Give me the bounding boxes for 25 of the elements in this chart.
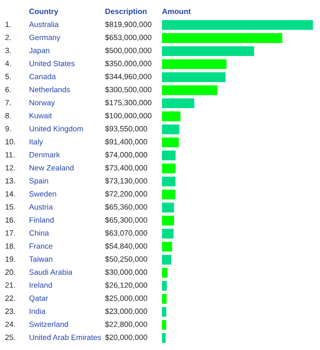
bar xyxy=(162,307,166,317)
bar xyxy=(162,164,176,174)
bar xyxy=(162,280,167,291)
bar xyxy=(162,85,218,96)
bar xyxy=(162,320,166,330)
bar xyxy=(162,137,179,148)
bar xyxy=(162,228,174,239)
bar xyxy=(162,33,282,43)
bar xyxy=(162,254,172,265)
bar xyxy=(162,46,254,56)
bar xyxy=(162,202,174,212)
bar xyxy=(162,150,176,160)
bar xyxy=(162,216,174,226)
bar xyxy=(162,98,194,108)
bar xyxy=(162,294,167,304)
bar xyxy=(162,176,176,186)
bar xyxy=(162,242,172,252)
bar xyxy=(162,111,180,122)
bar xyxy=(162,124,180,134)
bar xyxy=(162,20,313,30)
bar xyxy=(162,72,226,82)
bar xyxy=(162,190,176,200)
bar xyxy=(162,333,166,343)
bar xyxy=(162,268,168,278)
bar xyxy=(162,59,226,70)
